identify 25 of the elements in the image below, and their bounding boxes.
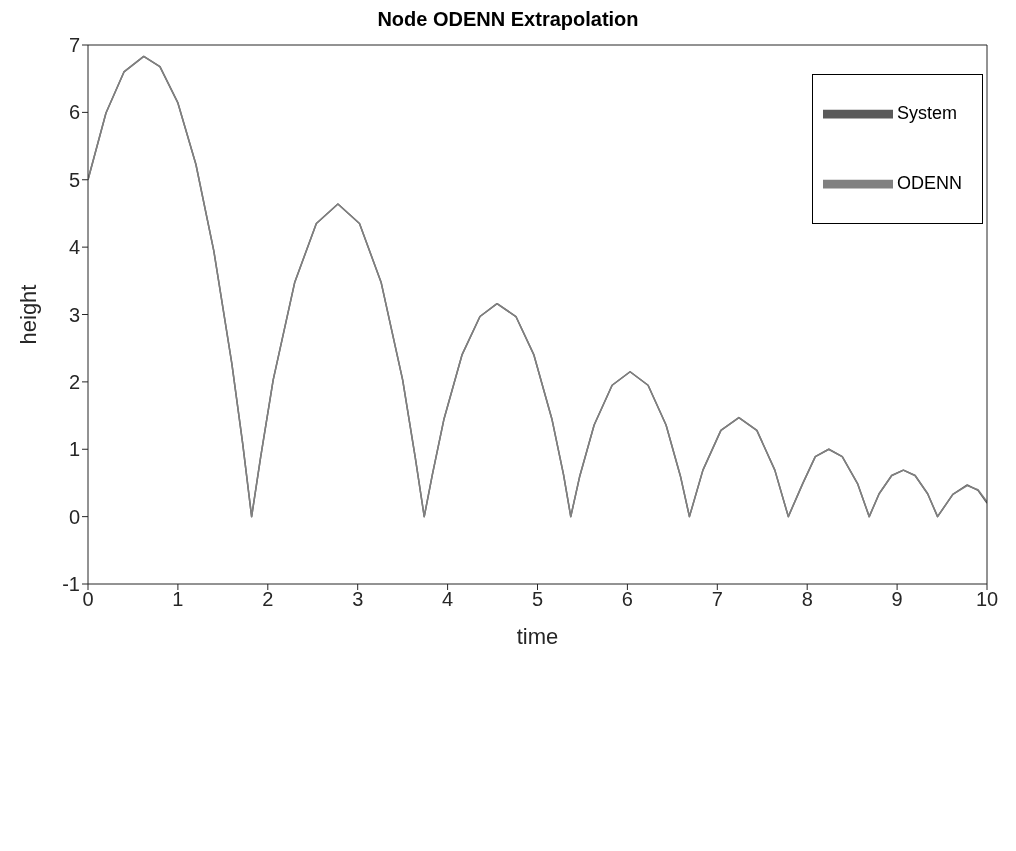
y-tick-label: 7	[68, 34, 80, 57]
x-tick-label: 3	[352, 588, 364, 611]
x-axis-title: time	[516, 624, 559, 649]
x-tick-label: 7	[711, 588, 723, 611]
x-tick-label: 2	[262, 588, 274, 611]
x-tick-label: 5	[531, 588, 544, 611]
y-tick-label: 2	[68, 370, 80, 393]
x-tick-label: 9	[891, 588, 903, 611]
y-tick-label: 0	[68, 505, 80, 528]
legend-label: ODENN	[896, 172, 962, 193]
x-tick-label: 8	[801, 588, 813, 611]
y-tick-label: 1	[68, 438, 80, 461]
chart-title: Node ODENN Extrapolation	[376, 8, 640, 32]
y-tick-label: 3	[68, 303, 80, 326]
y-tick-label: 6	[68, 101, 80, 124]
y-tick-label: -1	[62, 573, 80, 596]
y-axis-title: height	[15, 284, 41, 345]
x-tick-label: 4	[442, 588, 454, 611]
x-tick-label: 0	[82, 588, 94, 611]
y-tick-label: 4	[68, 236, 80, 259]
x-tick-label: 1	[172, 588, 184, 611]
x-tick-label: 10	[975, 588, 999, 611]
legend-label: System	[896, 102, 957, 123]
x-tick-label: 6	[621, 588, 633, 611]
y-tick-label: 5	[68, 168, 80, 191]
